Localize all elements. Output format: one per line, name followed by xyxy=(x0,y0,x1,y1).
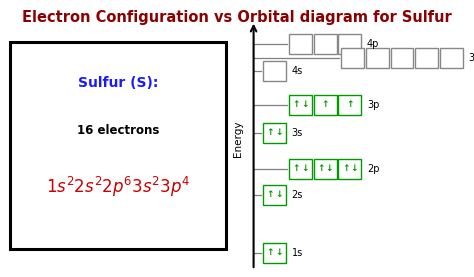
Text: ↓: ↓ xyxy=(301,164,309,173)
Bar xyxy=(338,95,361,115)
Text: ↑: ↑ xyxy=(321,100,329,109)
Text: ↓: ↓ xyxy=(301,100,309,109)
Text: Sulfur (S):: Sulfur (S): xyxy=(78,76,158,90)
Bar xyxy=(314,95,337,115)
Bar xyxy=(263,61,286,81)
Text: 2p: 2p xyxy=(367,164,379,174)
Text: ↑: ↑ xyxy=(266,248,274,257)
Text: ↓: ↓ xyxy=(275,190,283,199)
Bar xyxy=(314,159,337,179)
Text: ↑: ↑ xyxy=(292,164,300,173)
Text: 1s: 1s xyxy=(292,248,303,258)
Text: ↑: ↑ xyxy=(342,164,349,173)
Bar xyxy=(10,42,226,249)
Text: Energy: Energy xyxy=(233,120,243,157)
Text: ↓: ↓ xyxy=(326,164,333,173)
Bar xyxy=(440,48,463,68)
Bar xyxy=(289,95,312,115)
Bar xyxy=(263,123,286,143)
Text: 4p: 4p xyxy=(367,39,379,49)
Text: $1s^{2}2s^{2}2p^{6}3s^{2}3p^{4}$: $1s^{2}2s^{2}2p^{6}3s^{2}3p^{4}$ xyxy=(46,175,191,199)
Text: 3d: 3d xyxy=(468,53,474,63)
Text: 3s: 3s xyxy=(292,128,303,138)
Text: Electron Configuration vs Orbital diagram for Sulfur: Electron Configuration vs Orbital diagra… xyxy=(22,10,452,25)
Text: ↓: ↓ xyxy=(275,128,283,137)
Bar xyxy=(391,48,413,68)
Bar xyxy=(341,48,364,68)
Text: 4s: 4s xyxy=(292,66,303,76)
Bar xyxy=(263,243,286,263)
Text: ↑: ↑ xyxy=(266,128,274,137)
Text: 16 electrons: 16 electrons xyxy=(77,124,159,137)
Bar xyxy=(415,48,438,68)
Text: 2s: 2s xyxy=(292,190,303,200)
Text: ↑: ↑ xyxy=(292,100,300,109)
Text: ↑: ↑ xyxy=(317,164,325,173)
Bar xyxy=(314,34,337,54)
Bar xyxy=(263,185,286,205)
Text: ↓: ↓ xyxy=(275,248,283,257)
Bar xyxy=(338,34,361,54)
Text: ↑: ↑ xyxy=(266,190,274,199)
Bar xyxy=(366,48,389,68)
Bar xyxy=(289,159,312,179)
Text: 3p: 3p xyxy=(367,100,379,110)
Bar xyxy=(338,159,361,179)
Bar xyxy=(289,34,312,54)
Text: ↓: ↓ xyxy=(350,164,358,173)
Text: ↑: ↑ xyxy=(346,100,354,109)
